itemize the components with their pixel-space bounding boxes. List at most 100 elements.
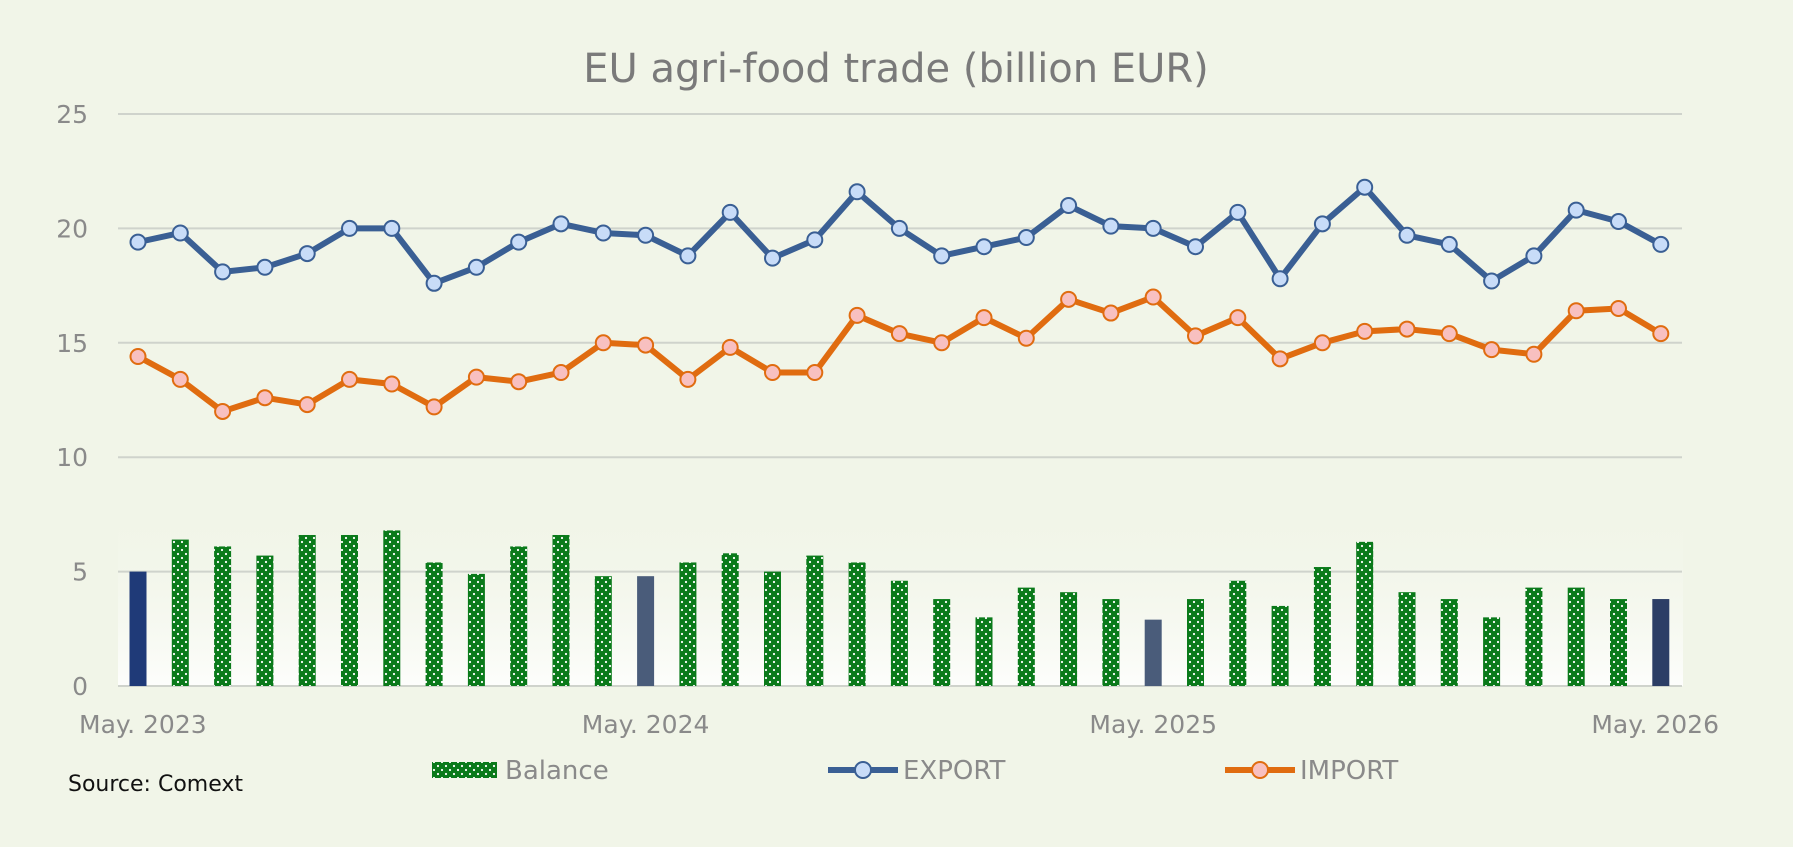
import-point [1102, 304, 1120, 322]
export-point [1144, 219, 1162, 237]
import-point [510, 373, 528, 391]
export-point [890, 219, 908, 237]
import-point [467, 368, 485, 386]
balance-bar [341, 534, 358, 686]
balance-bar [594, 576, 612, 686]
import-point [1525, 345, 1543, 363]
balance-bar [806, 555, 824, 686]
balance-bar [721, 553, 739, 686]
y-tick-label: 5 [72, 558, 88, 587]
import-point [1652, 325, 1670, 343]
export-point [1102, 217, 1120, 235]
balance-bar [510, 546, 528, 686]
balance-bar [1017, 587, 1035, 686]
balance-bar [975, 617, 993, 686]
export-point [1017, 229, 1035, 247]
balance-bar [1356, 541, 1374, 686]
import-point [298, 396, 316, 414]
import-point [679, 370, 697, 388]
export-point [721, 203, 739, 221]
export-point [1356, 178, 1374, 196]
export-point [1060, 197, 1078, 215]
import-point [425, 398, 443, 416]
source-note: Source: Comext [68, 772, 243, 797]
import-point [1187, 327, 1204, 345]
export-point [806, 231, 824, 249]
balance-bar [1313, 567, 1331, 686]
balance-bar [552, 534, 570, 686]
legend-swatch-balance [432, 762, 497, 778]
import-line [136, 294, 1663, 415]
export-point [1313, 215, 1331, 233]
legend-marker-import [1251, 761, 1269, 779]
balance-bar [764, 571, 781, 686]
import-point [975, 309, 993, 327]
balance-bar [383, 530, 401, 686]
legend-label-export: EXPORT [903, 756, 1006, 786]
y-tick-label: 25 [56, 100, 88, 129]
export-point [848, 183, 866, 201]
export-point [1440, 235, 1458, 253]
import-point [1271, 350, 1289, 368]
export-point [1229, 203, 1247, 221]
x-tick-label: May. 2024 [582, 710, 710, 739]
import-point [1017, 329, 1035, 347]
balance-bar [425, 562, 443, 686]
export-point [1483, 272, 1501, 290]
import-point [637, 336, 655, 354]
export-point [552, 215, 570, 233]
balance-bar [256, 555, 274, 686]
balance-bar [1229, 580, 1247, 686]
import-point [1610, 299, 1627, 317]
balance-bar [1271, 605, 1289, 686]
balance-bar [679, 562, 697, 686]
chart-title: EU agri-food trade (billion EUR) [583, 46, 1209, 92]
balance-bar [637, 576, 655, 686]
import-point [721, 338, 739, 356]
balance-bar [1060, 592, 1078, 686]
export-point [1652, 235, 1670, 253]
export-point [975, 238, 993, 256]
export-point [764, 249, 781, 267]
import-point [1313, 334, 1331, 352]
import-point [341, 370, 358, 388]
export-point [129, 233, 147, 251]
series-lines [129, 178, 1670, 420]
import-point [890, 325, 908, 343]
balance-bar [1144, 619, 1162, 686]
import-point [552, 364, 570, 382]
balance-bar [467, 573, 485, 686]
x-tick-label: May. 2023 [79, 710, 207, 739]
y-tick-label: 15 [56, 329, 88, 358]
export-point [256, 258, 274, 276]
import-point [1229, 309, 1247, 327]
export-point [467, 258, 485, 276]
balance-bar [848, 562, 866, 686]
export-point [637, 226, 655, 244]
import-point [383, 375, 401, 393]
export-point [1398, 226, 1416, 244]
y-tick-label: 20 [56, 214, 88, 243]
import-point [256, 389, 274, 407]
balance-bar [1398, 592, 1416, 686]
import-point [171, 370, 189, 388]
y-tick-label: 0 [72, 672, 88, 701]
import-point [1356, 322, 1374, 340]
gridlines [118, 113, 1682, 687]
export-point [679, 247, 697, 265]
export-point [1610, 213, 1627, 231]
y-axis-ticks: 0 5 10 15 20 25 [56, 100, 88, 701]
balance-bar [1102, 599, 1120, 686]
balance-bar [1483, 617, 1501, 686]
balance-bar [298, 534, 316, 686]
balance-bar [1610, 599, 1627, 686]
x-tick-label: May. 2025 [1089, 710, 1217, 739]
import-point [214, 402, 232, 420]
export-point [1187, 238, 1204, 256]
export-point [171, 224, 189, 242]
export-point [214, 263, 232, 281]
import-point [764, 364, 781, 382]
import-point [1144, 288, 1162, 306]
import-point [1060, 290, 1078, 308]
